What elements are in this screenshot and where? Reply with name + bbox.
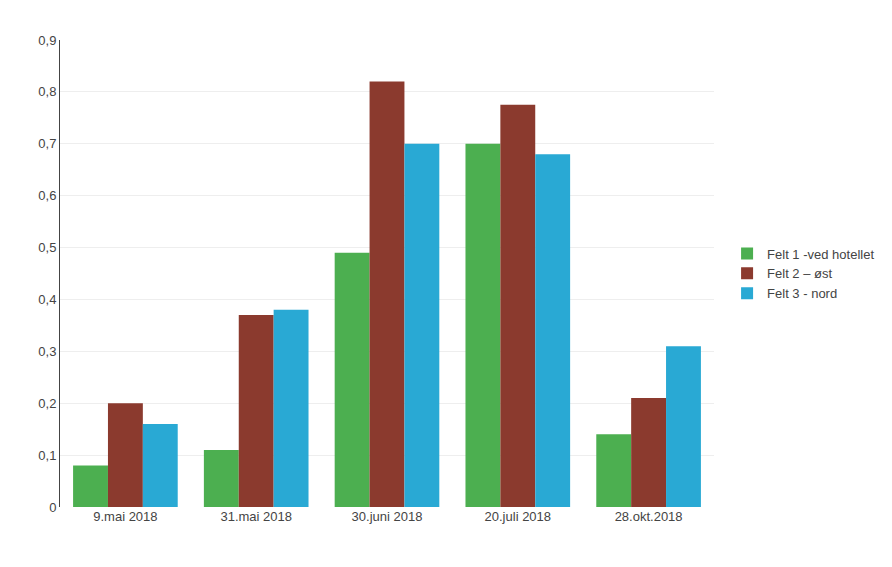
svg-text:30.juni 2018: 30.juni 2018 [352,509,423,524]
svg-text:0: 0 [49,500,56,515]
svg-text:31.mai 2018: 31.mai 2018 [220,509,292,524]
svg-text:0,8: 0,8 [38,84,56,99]
svg-text:0,3: 0,3 [38,344,56,359]
svg-text:9.mai 2018: 9.mai 2018 [93,509,157,524]
svg-text:0,4: 0,4 [38,292,56,307]
svg-text:0,9: 0,9 [38,33,56,48]
svg-text:Felt 2 – øst: Felt 2 – øst [767,266,832,281]
svg-text:Felt 3 - nord: Felt 3 - nord [767,286,837,301]
svg-text:0,7: 0,7 [38,136,56,151]
svg-text:0,6: 0,6 [38,188,56,203]
svg-text:20.juli 2018: 20.juli 2018 [485,509,552,524]
svg-text:28.okt.2018: 28.okt.2018 [615,509,683,524]
svg-text:0,2: 0,2 [38,396,56,411]
svg-text:0,1: 0,1 [38,448,56,463]
svg-text:Felt 1 -ved hotellet: Felt 1 -ved hotellet [767,247,874,262]
svg-text:0,5: 0,5 [38,240,56,255]
